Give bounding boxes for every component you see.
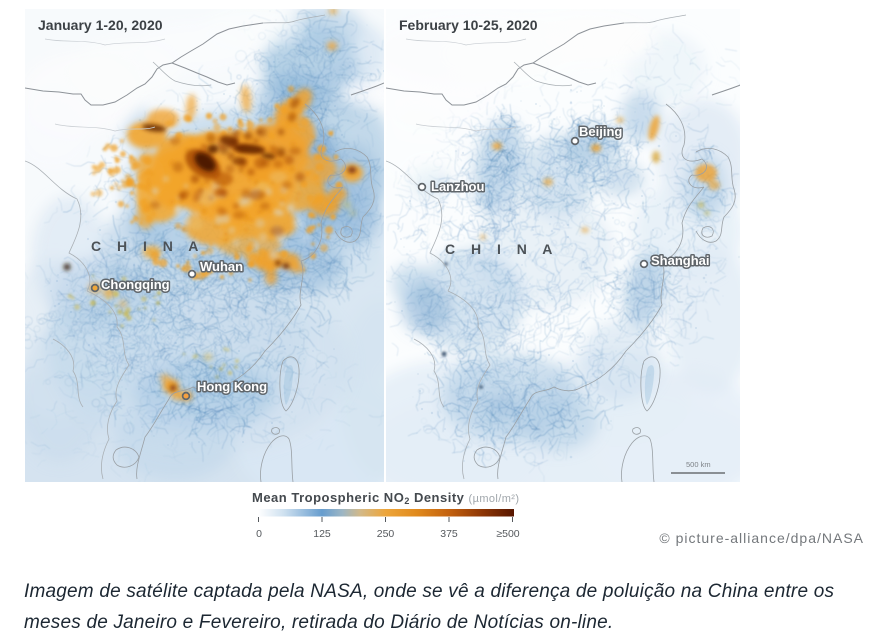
svg-text:meses de Janeiro e Fevereiro,: meses de Janeiro e Fevereiro, retirada d… [24,612,613,633]
svg-text:0: 0 [256,528,262,540]
svg-text:Chongqing: Chongqing [101,277,170,292]
svg-text:C H I N A: C H I N A [91,238,204,254]
svg-text:Mean Tropospheric NO2 Density: Mean Tropospheric NO2 Density (µmol/m²) [252,490,519,506]
svg-text:Shanghai: Shanghai [651,253,710,268]
svg-text:Imagem de satélite captada pel: Imagem de satélite captada pela NASA, on… [24,581,834,602]
svg-text:January 1-20, 2020: January 1-20, 2020 [38,17,163,33]
svg-text:Wuhan: Wuhan [200,259,243,274]
svg-text:500 km: 500 km [686,460,711,469]
svg-text:Beijing: Beijing [579,124,622,139]
svg-text:250: 250 [377,528,395,540]
svg-text:Lanzhou: Lanzhou [431,179,484,194]
svg-text:125: 125 [313,528,331,540]
svg-text:≥500: ≥500 [496,528,519,540]
svg-text:February 10-25, 2020: February 10-25, 2020 [399,17,538,33]
svg-text:© picture-alliance/dpa/NASA: © picture-alliance/dpa/NASA [659,530,864,546]
svg-text:375: 375 [440,528,458,540]
svg-text:Hong Kong: Hong Kong [197,379,267,394]
svg-text:C H I N A: C H I N A [445,241,558,257]
